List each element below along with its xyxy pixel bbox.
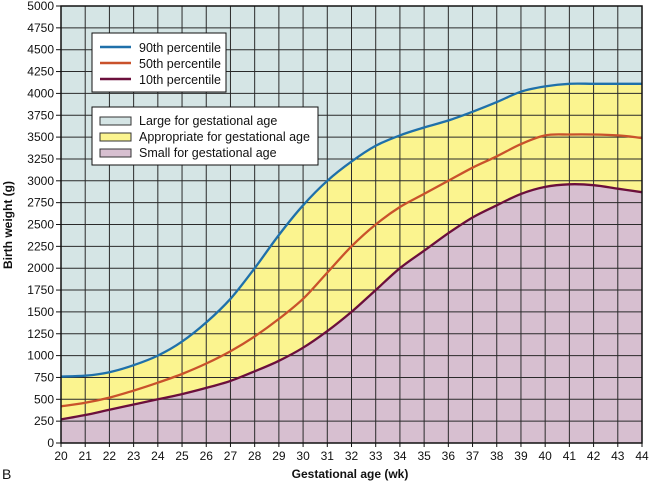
x-tick-label: 44 (635, 449, 649, 463)
y-tick-label: 0 (47, 436, 54, 450)
x-tick-label: 33 (369, 449, 383, 463)
x-tick-label: 21 (79, 449, 93, 463)
x-tick-label: 36 (442, 449, 456, 463)
y-tick-label: 1000 (27, 349, 54, 363)
legend-label-appropriate: Appropriate for gestational age (139, 130, 310, 144)
x-tick-label: 40 (538, 449, 552, 463)
x-tick-label: 24 (151, 449, 165, 463)
legend-swatch-large (99, 116, 132, 126)
legend-label-90th: 90th percentile (139, 41, 221, 55)
legend-label-10th: 10th percentile (139, 73, 221, 87)
y-tick-label: 3250 (27, 152, 54, 166)
y-tick-label: 1250 (27, 327, 54, 341)
x-tick-label: 29 (272, 449, 286, 463)
x-tick-label: 25 (175, 449, 189, 463)
y-tick-label: 250 (34, 414, 54, 428)
x-tick-label: 37 (466, 449, 480, 463)
x-tick-label: 38 (490, 449, 504, 463)
y-tick-label: 2500 (27, 218, 54, 232)
line-90th-percentile (60, 82, 642, 378)
legend-swatch-appropriate (99, 132, 132, 142)
y-tick-label: 2750 (27, 196, 54, 210)
legend-swatch-small (99, 148, 132, 158)
y-tick-label: 2000 (27, 261, 54, 275)
x-tick-label: 43 (611, 449, 625, 463)
y-tick-label: 4250 (27, 65, 54, 79)
x-tick-label: 20 (54, 449, 68, 463)
x-tick-label: 34 (393, 449, 407, 463)
panel-label: B (2, 466, 11, 482)
x-tick-label: 35 (417, 449, 431, 463)
y-tick-label: 3000 (27, 174, 54, 188)
line-10th-percentile (60, 183, 643, 421)
y-tick-label: 1750 (27, 283, 54, 297)
x-tick-label: 31 (321, 449, 335, 463)
y-tick-label: 1500 (27, 305, 54, 319)
x-tick-label: 42 (587, 449, 601, 463)
x-tick-label: 39 (514, 449, 528, 463)
x-tick-label: 28 (248, 449, 262, 463)
legend-label-small: Small for gestational age (139, 146, 277, 160)
x-tick-label: 22 (103, 449, 117, 463)
x-tick-label: 27 (224, 449, 238, 463)
y-tick-label: 500 (34, 392, 54, 406)
y-axis-ticks: 0 250 500 750 1000 1250 1500 1750 2000 2250 2500 27… (27, 0, 61, 450)
y-tick-label: 4500 (27, 43, 54, 57)
x-tick-label: 23 (127, 449, 141, 463)
x-tick-label: 32 (345, 449, 359, 463)
y-tick-label: 3750 (27, 108, 54, 122)
x-tick-label: 41 (563, 449, 577, 463)
x-tick-label: 26 (200, 449, 214, 463)
legend-lines: 90th percentile 50th percentile 10th per… (91, 32, 227, 93)
legend-label-large: Large for gestational age (139, 114, 277, 128)
x-axis-ticks: 20 21 22 23 24 25 26 27 28 29 30 31 32 33 34 35 36 37 38 39… (54, 443, 649, 463)
y-tick-label: 5000 (27, 0, 54, 13)
y-tick-label: 750 (34, 370, 54, 384)
y-tick-label: 4000 (27, 86, 54, 100)
legend-label-50th: 50th percentile (139, 57, 221, 71)
percentile-lines (60, 82, 643, 421)
line-50th-percentile (60, 133, 643, 408)
x-tick-label: 30 (296, 449, 310, 463)
y-tick-label: 3500 (27, 130, 54, 144)
y-axis-title: Birth weight (g) (1, 181, 15, 269)
y-tick-label: 4750 (27, 21, 54, 35)
y-tick-label: 2250 (27, 239, 54, 253)
legend-regions: Large for gestational age Appropriate fo… (91, 106, 319, 166)
x-axis-title: Gestational age (wk) (292, 467, 409, 481)
